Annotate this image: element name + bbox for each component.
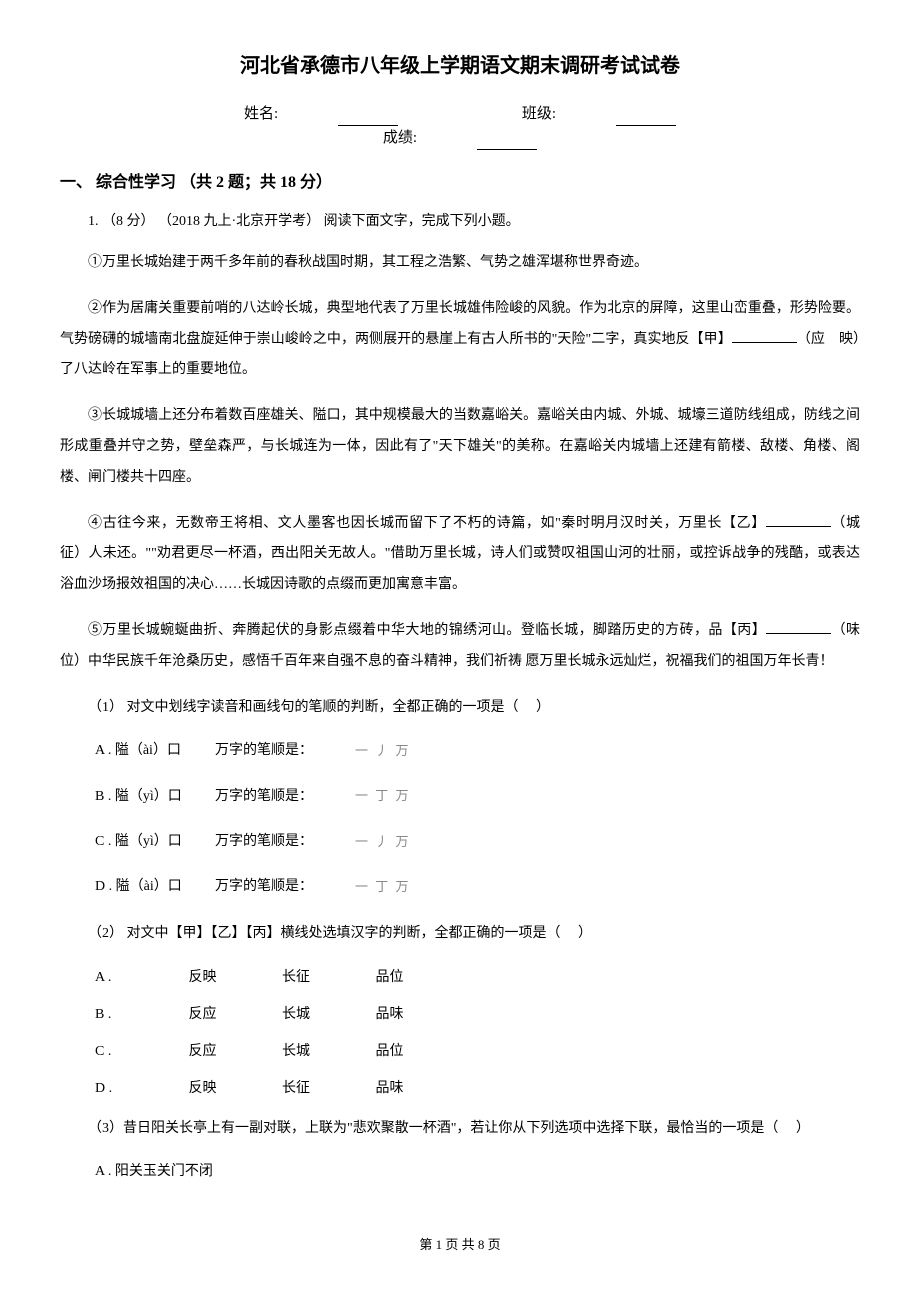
q1-option-b: B . 隘（yì）口 万字的笔顺是： 一 丁 万 (95, 784, 860, 809)
sub-question-1: （1） 对文中划线字读音和画线句的笔顺的判断，全都正确的一项是（ ） (60, 693, 860, 724)
q2-option-b: B . 反应 长城 品味 (95, 1002, 860, 1027)
option-text: 万字的笔顺是： (215, 829, 345, 854)
q1-option-c: C . 隘（yì）口 万字的笔顺是： 一 丿 万 (95, 829, 860, 854)
stroke-order-icon: 一 丁 万 (355, 784, 411, 807)
stroke-order-icon: 一 丿 万 (355, 830, 411, 853)
student-info-row: 姓名: 班级: 成绩: (60, 102, 860, 150)
option-text: 万字的笔顺是： (215, 784, 345, 809)
option-label: B . 隘（yì）口 (95, 784, 215, 809)
sub-question-2: （2） 对文中【甲】【乙】【丙】横线处选填汉字的判断，全都正确的一项是（ ） (60, 919, 860, 950)
name-field: 姓名: (214, 102, 428, 126)
q1-option-d: D . 隘（ài）口 万字的笔顺是： 一 丁 万 (95, 874, 860, 899)
para-4: ④古往今来，无数帝王将相、文人墨客也因长城而留下了不朽的诗篇，如"秦时明月汉时关… (60, 509, 860, 601)
option-label: D . 隘（ài）口 (95, 874, 215, 899)
q2-option-a: A . 反映 长征 品位 (95, 965, 860, 990)
stroke-order-icon: 一 丿 万 (355, 739, 411, 762)
q2-option-d: D . 反映 长征 品味 (95, 1076, 860, 1101)
q2-option-c: C . 反应 长城 品位 (95, 1039, 860, 1064)
option-label: C . 隘（yì）口 (95, 829, 215, 854)
q1-intro: 1. （8 分） （2018 九上·北京开学考） 阅读下面文字，完成下列小题。 (60, 211, 860, 233)
para-5: ⑤万里长城蜿蜒曲折、奔腾起伏的身影点缀着中华大地的锦绣河山。登临长城，脚踏历史的… (60, 616, 860, 678)
para-1: ①万里长城始建于两千多年前的春秋战国时期，其工程之浩繁、气势之雄浑堪称世界奇迹。 (60, 248, 860, 279)
sub-question-3: （3）昔日阳关长亭上有一副对联，上联为"悲欢聚散一杯酒"，若让你从下列选项中选择… (60, 1114, 860, 1145)
q1-option-a: A . 隘（ài）口 万字的笔顺是： 一 丿 万 (95, 738, 860, 763)
stroke-order-icon: 一 丁 万 (355, 875, 411, 898)
para-3: ③长城城墙上还分布着数百座雄关、隘口，其中规模最大的当数嘉峪关。嘉峪关由内城、外… (60, 401, 860, 493)
para-2: ②作为居庸关重要前哨的八达岭长城，典型地代表了万里长城雄伟险峻的风貌。作为北京的… (60, 294, 860, 386)
page-footer: 第 1 页 共 8 页 (60, 1235, 860, 1256)
section-1-header: 一、 综合性学习 （共 2 题；共 18 分） (60, 170, 860, 196)
score-field: 成绩: (353, 126, 567, 150)
class-field: 班级: (492, 102, 706, 126)
option-text: 万字的笔顺是： (215, 738, 345, 763)
exam-title: 河北省承德市八年级上学期语文期末调研考试试卷 (60, 50, 860, 82)
option-label: A . 隘（ài）口 (95, 738, 215, 763)
q3-option-a: A . 阳关玉关门不闭 (95, 1159, 860, 1184)
option-text: 万字的笔顺是： (215, 874, 345, 899)
